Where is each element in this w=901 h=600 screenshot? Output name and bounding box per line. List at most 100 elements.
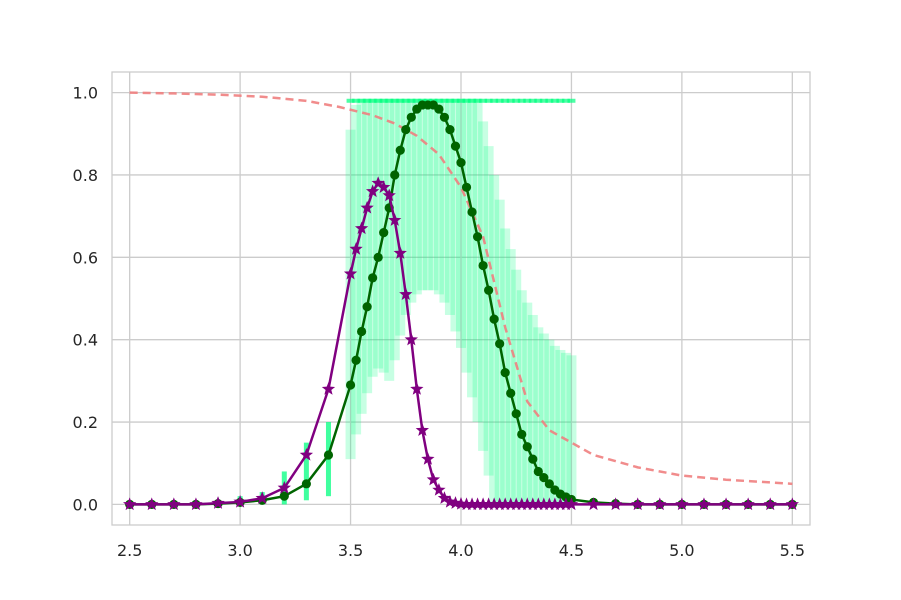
scatter-column xyxy=(505,249,516,505)
purple-series-point xyxy=(498,497,512,511)
scatter-cap xyxy=(550,98,559,103)
scatter-column xyxy=(516,290,527,505)
scatter-cap xyxy=(484,98,493,103)
x-tick-label: 4.0 xyxy=(448,541,473,560)
purple-series-point xyxy=(515,497,529,511)
scatter-column xyxy=(389,98,400,361)
x-tick-label: 5.0 xyxy=(669,541,694,560)
purple-series-point xyxy=(354,221,369,235)
scatter-column xyxy=(472,98,483,423)
scatter-cap xyxy=(495,98,504,103)
scatter-cap xyxy=(462,98,471,103)
purple-series-point xyxy=(211,496,225,509)
purple-series-point xyxy=(299,447,314,461)
scatter-column xyxy=(511,269,522,505)
scatter-column xyxy=(522,302,533,505)
purple-series-point xyxy=(493,497,507,511)
scatter-cap xyxy=(346,98,355,103)
x-tick-label: 5.5 xyxy=(780,541,805,560)
purple-series-point xyxy=(763,497,777,511)
scatter-band xyxy=(237,98,577,505)
scatter-cap xyxy=(412,98,421,103)
purple-series-point xyxy=(470,497,485,511)
green-series-point xyxy=(279,491,289,501)
scatter-column xyxy=(362,98,373,394)
scatter-cap xyxy=(528,98,537,103)
x-tick-label: 3.0 xyxy=(227,541,252,560)
green-series-point xyxy=(357,326,367,337)
scatter-cap xyxy=(490,98,499,103)
purple-series-point xyxy=(454,497,468,510)
purple-series-point xyxy=(255,491,269,504)
scatter-column xyxy=(351,104,362,435)
purple-series-point xyxy=(432,483,446,496)
purple-series-point xyxy=(189,497,203,511)
purple-series-point xyxy=(360,200,374,214)
scatter-cap xyxy=(523,98,532,103)
x-tick-label: 4.5 xyxy=(559,541,584,560)
green-series-point xyxy=(484,285,494,295)
scatter-column xyxy=(483,146,494,476)
scatter-cap xyxy=(374,98,383,103)
scatter-cap xyxy=(368,98,377,103)
green-series-point xyxy=(401,125,411,135)
purple-series-point xyxy=(564,497,579,511)
scatter-cap xyxy=(434,98,443,103)
purple-series-point xyxy=(123,497,137,511)
tick-labels: 2.5 3.0 3.5 4.0 4.5 5.0 5.5 0.0 0.2 0.4 0.6 0.8 1.0 xyxy=(73,84,806,560)
purple-series-point xyxy=(343,266,358,280)
green-series-point xyxy=(390,170,400,180)
scatter-column xyxy=(356,98,367,414)
scatter-cap xyxy=(473,98,482,103)
purple-series-point xyxy=(277,480,291,494)
purple-series-point xyxy=(421,452,435,465)
purple-series-point xyxy=(741,497,755,511)
y-tick-label: 0.0 xyxy=(73,495,98,514)
green-series-point xyxy=(301,479,311,489)
y-tick-label: 1.0 xyxy=(73,84,98,103)
purple-series-point xyxy=(675,497,689,511)
purple-series-point xyxy=(426,472,441,486)
purple-series-point xyxy=(145,497,159,511)
scatter-column xyxy=(461,98,472,373)
green-series-point xyxy=(351,355,361,365)
purple-series-point xyxy=(719,497,733,511)
scatter-cap xyxy=(379,98,388,103)
scatter-column xyxy=(406,98,417,303)
scatter-cap xyxy=(534,98,543,103)
scatter-cap xyxy=(352,98,361,103)
green-series-point xyxy=(495,339,505,349)
purple-series-point xyxy=(415,423,429,436)
purple-series-point xyxy=(608,497,623,511)
scatter-column xyxy=(411,98,422,295)
green-series-point xyxy=(522,442,532,452)
green-series-point xyxy=(506,388,516,398)
purple-series-point xyxy=(321,382,336,395)
x-tick-label: 3.5 xyxy=(338,541,363,560)
scatter-column xyxy=(439,98,450,303)
scatter-cap xyxy=(468,98,477,103)
purple-series-point xyxy=(553,497,568,511)
scatter-cap xyxy=(512,98,521,103)
scatter-column xyxy=(303,442,309,501)
scatter-column xyxy=(428,98,439,291)
y-tick-label: 0.4 xyxy=(73,331,98,350)
purple-series-point xyxy=(586,497,601,511)
scatter-cap xyxy=(501,98,510,103)
scatter-cap xyxy=(567,98,576,103)
purple-series-point xyxy=(631,497,645,511)
y-tick-label: 0.2 xyxy=(73,413,98,432)
green-series-point xyxy=(368,273,378,283)
purple-series-point xyxy=(365,184,380,198)
scatter-column xyxy=(494,199,505,505)
green-series-point xyxy=(478,260,488,271)
scatter-column xyxy=(433,98,444,295)
scatter-cap xyxy=(407,98,416,103)
purple-series-point xyxy=(548,497,562,511)
scatter-column xyxy=(527,314,538,505)
purple-series-point xyxy=(487,497,501,511)
purple-series-point xyxy=(382,188,396,202)
purple-series-point xyxy=(531,497,545,511)
scatter-column xyxy=(345,129,356,460)
green-series-point xyxy=(489,314,499,324)
